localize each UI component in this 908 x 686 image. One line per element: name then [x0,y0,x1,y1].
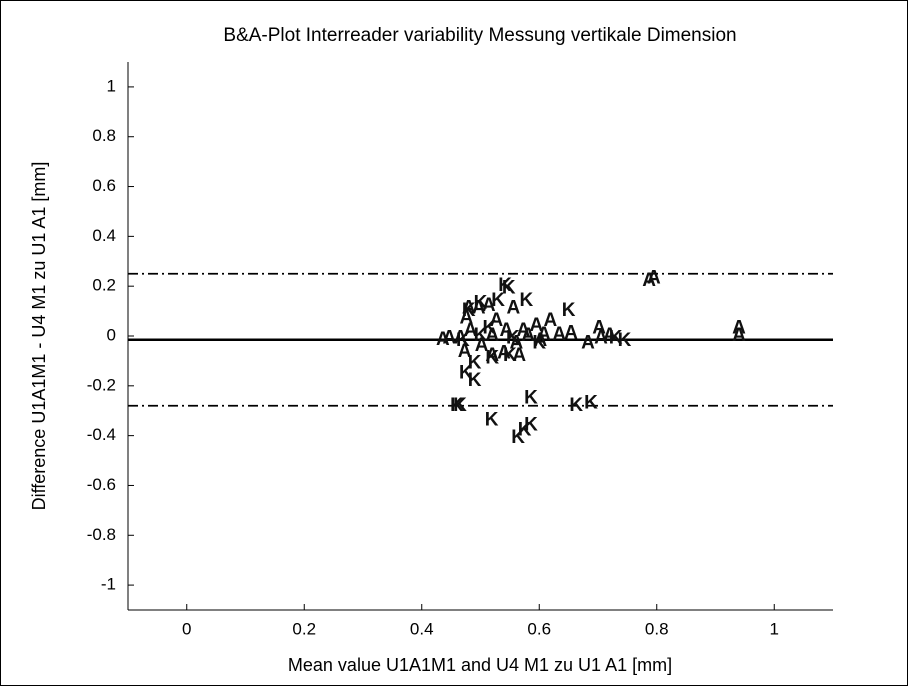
point-marker: A [517,320,531,341]
x-tick-label: 0 [182,619,191,638]
point-marker: K [482,318,496,339]
point-marker: A [475,335,489,356]
point-marker: K [485,410,499,431]
point-marker: K [462,300,476,321]
point-marker: A [732,318,746,339]
y-tick-label: -1 [101,575,116,594]
point-marker: A [642,270,656,291]
y-tick-label: -0.8 [87,525,116,544]
point-marker: A [462,298,476,319]
point-marker: K [524,415,538,436]
point-marker: K [485,347,499,368]
point-marker: K [584,392,598,413]
x-axis-label: Mean value U1A1M1 and U4 M1 zu U1 A1 [mm… [288,655,672,675]
point-marker: A [454,328,468,349]
point-marker: A [564,323,578,344]
point-marker: K [511,427,525,448]
point-marker: A [534,330,548,351]
point-marker: A [647,268,661,289]
point-marker: K [453,395,467,416]
point-marker: A [537,324,551,345]
point-marker: A [544,310,558,331]
point-marker: A [592,318,606,339]
y-axis-label: Difference U1A1M1 - U4 M1 zu U1 A1 [mm] [29,162,49,511]
point-marker: A [442,328,456,349]
point-marker: A [464,320,478,341]
point-marker: A [458,341,472,362]
point-marker: K [506,328,520,349]
x-tick-label: 0.8 [645,619,669,638]
point-marker: A [485,325,499,346]
chart-title: B&A-Plot Interreader variability Messung… [223,25,736,46]
point-marker: K [491,290,505,311]
y-tick-label: 0.8 [92,126,116,145]
point-marker: A [482,295,496,316]
point-marker: A [499,320,513,341]
point-marker: K [450,395,464,416]
point-marker: K [532,332,546,353]
y-tick-label: -0.6 [87,475,116,494]
point-marker: A [552,324,566,345]
point-marker: A [732,325,746,346]
point-marker: A [436,329,450,350]
point-marker: K [474,293,488,314]
point-marker: A [603,325,617,346]
y-tick-label: -0.4 [87,425,116,444]
x-tick-label: 1 [770,619,779,638]
point-marker: A [460,308,474,329]
point-marker: K [562,300,576,321]
point-marker: K [474,325,488,346]
x-tick-label: 0.6 [527,619,551,638]
point-marker: K [569,395,583,416]
point-marker: K [502,278,516,299]
point-marker: K [498,275,512,296]
point-marker: K [519,290,533,311]
point-marker: K [524,387,538,408]
point-marker: A [581,332,595,353]
y-tick-label: -0.2 [87,375,116,394]
point-marker: A [521,325,535,346]
point-marker: A [507,298,521,319]
point-marker: K [518,420,532,441]
point-marker: K [609,328,623,349]
point-marker: A [497,342,511,363]
point-marker: K [459,362,473,383]
point-marker: A [594,328,608,349]
point-marker: K [468,352,482,373]
y-tick-label: 0 [107,325,116,344]
x-tick-label: 0.4 [410,619,434,638]
point-marker: K [503,345,517,366]
point-marker: A [529,315,543,336]
x-tick-label: 0.2 [292,619,316,638]
y-tick-label: 0.6 [92,176,116,195]
point-marker: K [618,330,632,351]
point-marker: K [468,370,482,391]
point-marker: A [472,298,486,319]
y-tick-label: 1 [107,76,116,95]
point-marker: A [485,345,499,366]
point-marker: A [512,345,526,366]
point-marker: K [456,330,470,351]
point-marker: A [489,310,503,331]
y-tick-label: 0.2 [92,276,116,295]
point-marker: A [509,332,523,353]
y-tick-label: 0.4 [92,226,116,245]
